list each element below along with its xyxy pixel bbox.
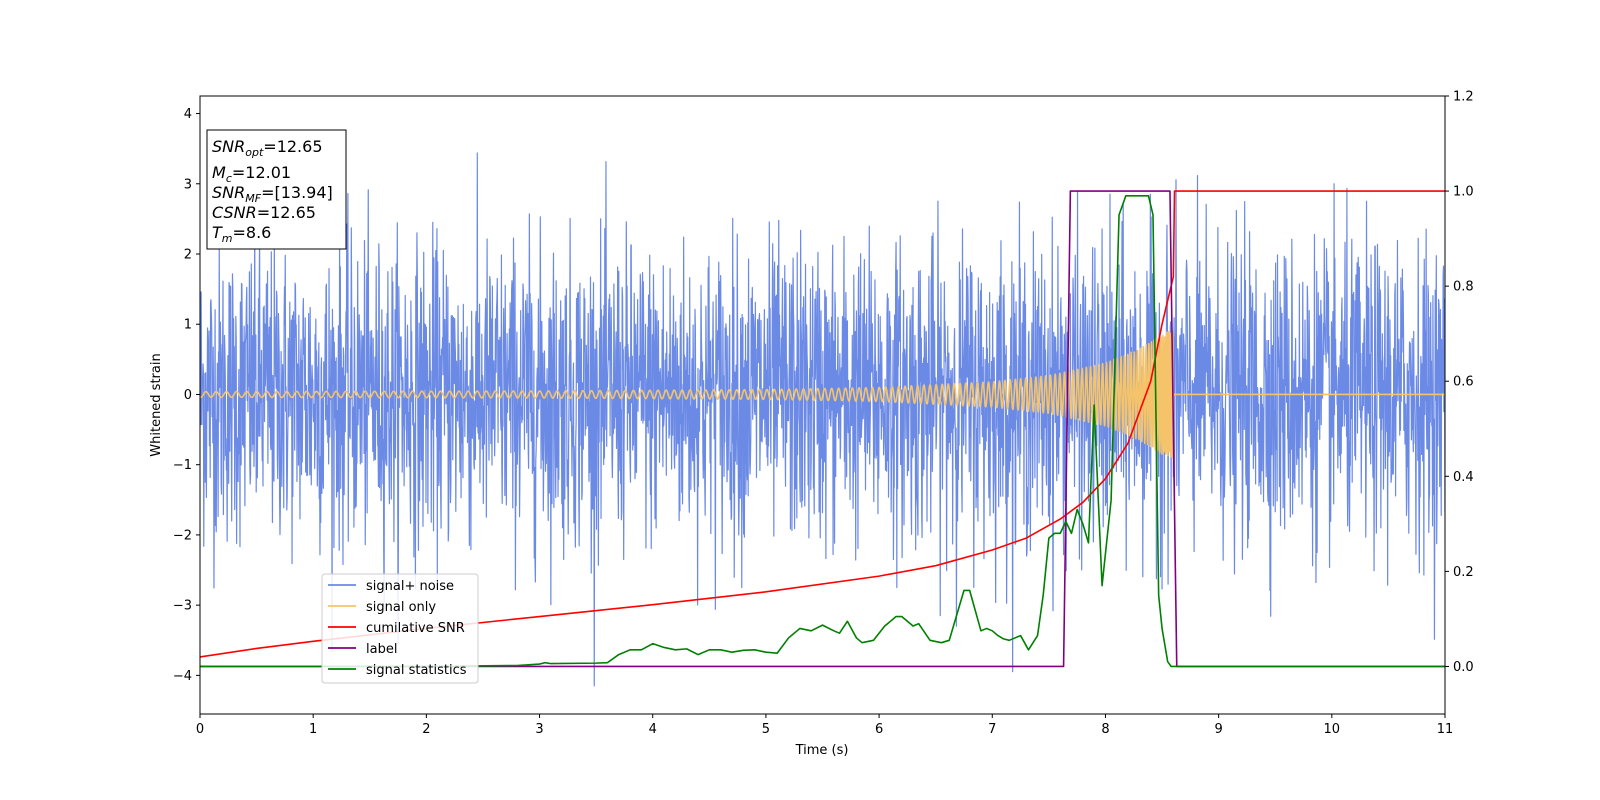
y-tick-label: −2 [173,528,192,543]
y-tick-label: −3 [173,599,192,614]
x-axis-label: Time (s) [795,743,849,758]
y-axis-left: −4 −3 −2 −1 0 1 2 3 4 [173,107,200,684]
plot-frame [199,95,1446,715]
x-axis: 0 1 2 3 4 5 6 7 8 9 10 11 [196,714,1453,737]
x-tick-label: 5 [762,722,770,737]
info-value: =12.65 [257,203,316,222]
legend-label: signal statistics [366,663,467,678]
info-value: =8.6 [233,223,272,242]
info-line: CSNR=12.65 [212,203,316,222]
y2-tick-label: 0.6 [1453,375,1474,390]
x-tick-label: 8 [1101,722,1109,737]
x-tick-label: 3 [535,722,543,737]
x-tick-label: 6 [875,722,883,737]
info-box-frame [206,129,347,250]
info-subscript: m [222,232,233,245]
x-tick-label: 10 [1324,722,1341,737]
y-tick-label: −1 [173,458,192,473]
y-axis-right: 0.0 0.2 0.4 0.6 0.8 1.0 1.2 [1445,90,1474,675]
x-tick-label: 4 [649,722,657,737]
y-tick-label: 2 [184,248,192,263]
y-tick-label: −4 [173,669,192,684]
x-tick-label: 0 [196,722,204,737]
legend-frame [321,573,479,684]
legend-label: label [366,642,397,657]
info-box: SNRopt=12.65Mc=12.01SNRMF=[13.94]CSNR=12… [206,129,347,250]
y-tick-label: 4 [184,107,192,122]
info-value: =[13.94] [261,183,333,202]
x-tick-label: 2 [422,722,430,737]
y2-tick-label: 0.8 [1453,280,1474,295]
legend-label: cumilative SNR [366,621,465,636]
info-subscript: c [226,172,232,185]
y2-tick-label: 0.0 [1453,660,1474,675]
y-tick-label: 3 [184,177,192,192]
series-line-0 [200,152,1445,687]
info-subscript: opt [245,146,264,159]
info-line: SNRopt=12.65 [212,137,323,159]
info-subscript: MF [245,192,261,205]
info-value: =12.65 [263,137,322,156]
info-symbol: CSNR [212,203,257,222]
info-value: =12.01 [232,163,291,182]
y2-tick-label: 1.0 [1453,185,1474,200]
y2-tick-label: 0.4 [1453,470,1474,485]
info-line: Mc=12.01 [212,163,291,185]
x-tick-label: 1 [309,722,317,737]
info-symbol: SNR [212,183,245,202]
x-tick-label: 7 [988,722,996,737]
x-tick-label: 11 [1437,722,1454,737]
legend-label: signal only [366,600,436,615]
y2-tick-label: 1.2 [1453,90,1474,105]
info-symbol: M [212,163,226,182]
info-line: Tm=8.6 [212,223,271,245]
y2-tick-label: 0.2 [1453,565,1474,580]
y-tick-label: 0 [184,388,192,403]
y-tick-label: 1 [184,318,192,333]
series-line-1 [200,330,1445,462]
info-symbol: T [212,223,223,242]
series-line-4 [200,195,1445,668]
legend: signal+ noise signal only cumilative SNR la… [321,573,479,684]
x-tick-label: 9 [1214,722,1222,737]
info-symbol: SNR [212,137,245,156]
y-axis-label: Whitened strain [149,353,164,456]
info-line: SNRMF=[13.94] [212,183,333,205]
legend-label: signal+ noise [366,579,454,594]
